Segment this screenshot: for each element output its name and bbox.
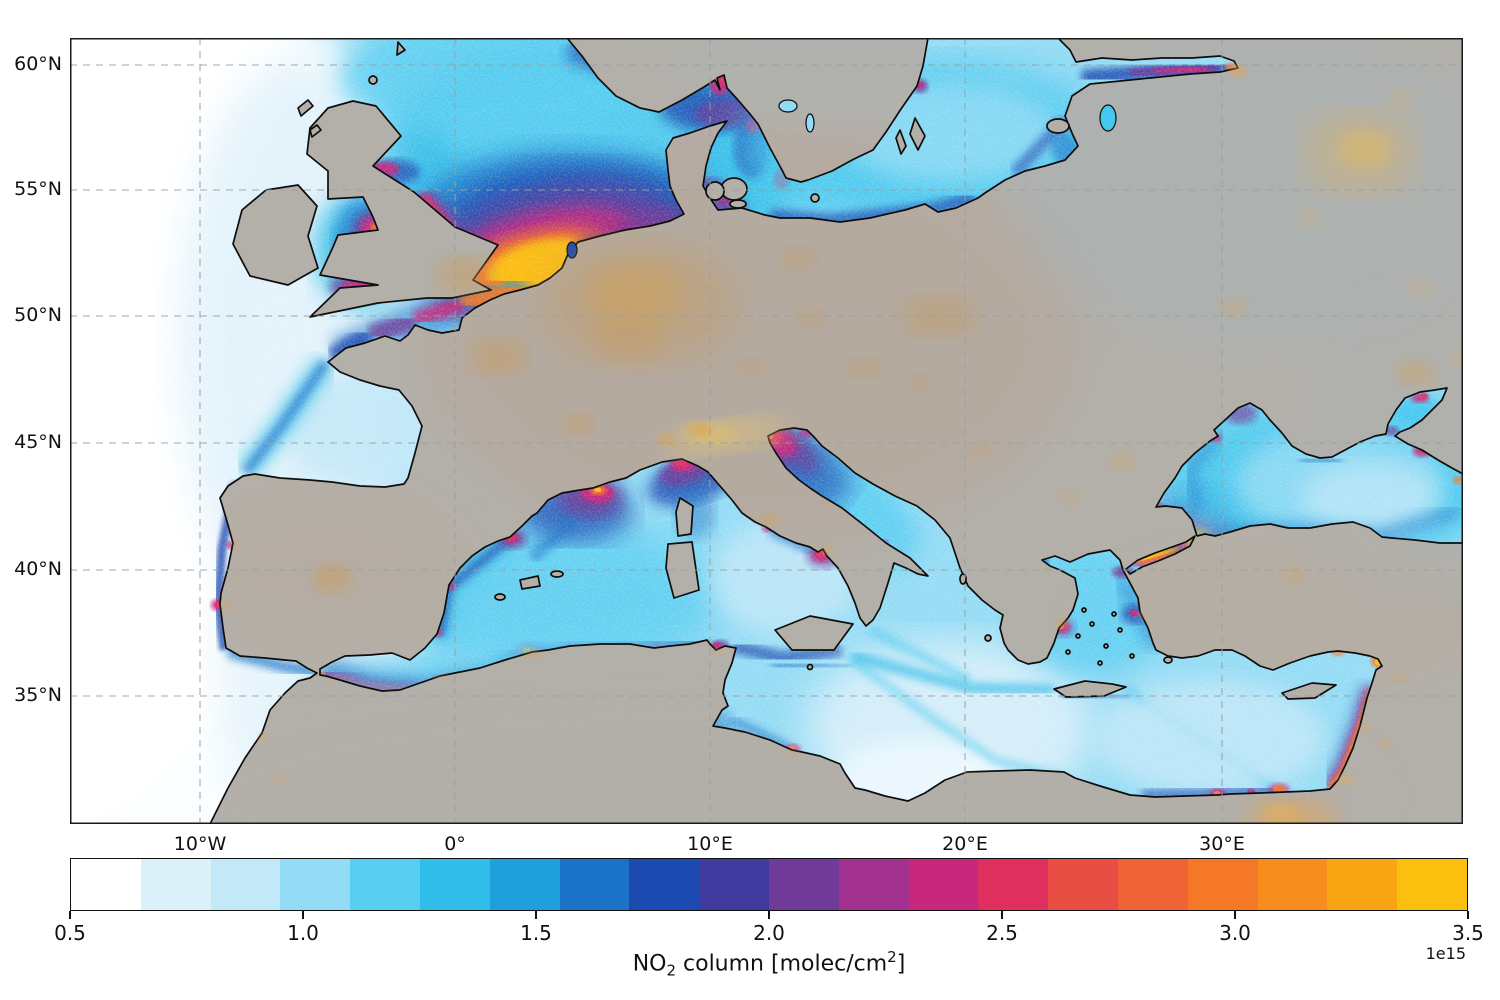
colorbar-tick-mark <box>1234 911 1236 919</box>
land-no2-haze <box>221 65 1472 836</box>
lon-tick-label: 10°W <box>173 833 227 855</box>
colorbar-segment <box>1187 859 1258 910</box>
colorbar-segment <box>280 859 351 910</box>
lon-tick-label: 20°E <box>942 833 988 855</box>
lat-tick-label: 35°N <box>14 684 62 706</box>
lon-tick-label: 0° <box>444 833 466 855</box>
colorbar-tick-label: 0.5 <box>54 921 86 945</box>
lon-tick-label: 30°E <box>1199 833 1245 855</box>
colorbar-tick-label: 1.0 <box>287 921 319 945</box>
colorbar-segment <box>1327 859 1398 910</box>
colorbar-tick-mark <box>69 911 71 919</box>
colorbar-segment <box>71 859 141 910</box>
colorbar-tick-label: 2.0 <box>753 921 785 945</box>
aegean-islets <box>1065 607 1135 666</box>
lat-tick-label: 45°N <box>14 431 62 453</box>
europe-no2-map <box>70 11 1500 918</box>
colorbar-tick-mark <box>1001 911 1003 919</box>
colorbar-tick-mark <box>768 911 770 919</box>
island-mallorca <box>519 575 541 590</box>
lon-tick-label: 10°E <box>687 833 733 855</box>
colorbar-tick-mark <box>302 911 304 919</box>
colorbar-segment <box>419 859 490 910</box>
colorbar <box>70 858 1468 911</box>
graticule-gridlines <box>70 38 1463 824</box>
island-cyprus <box>1281 682 1337 700</box>
colorbar-segment <box>350 859 420 910</box>
colorbar-segment <box>629 859 700 910</box>
map-plot-area <box>70 11 1500 918</box>
colorbar-segment <box>699 859 769 910</box>
colorbar-segment <box>768 859 839 910</box>
lat-tick-label: 60°N <box>14 53 62 75</box>
colorbar-segment <box>1117 859 1188 910</box>
colorbar-tick-mark <box>535 911 537 919</box>
colorbar-segment <box>559 859 630 910</box>
colorbar-segment <box>1048 859 1118 910</box>
island-crete <box>1053 680 1127 698</box>
colorbar-tick-label: 3.0 <box>1219 921 1251 945</box>
island-gotland <box>909 117 926 151</box>
colorbar-segment <box>908 859 979 910</box>
colorbar-tick-label: 3.5 <box>1452 921 1484 945</box>
colorbar-segment <box>1257 859 1328 910</box>
lat-tick-label: 55°N <box>14 178 62 200</box>
island-ireland <box>232 184 319 286</box>
colorbar-segment <box>1397 859 1467 910</box>
colorbar-segment <box>978 859 1049 910</box>
colorbar-segment <box>838 859 909 910</box>
lakes <box>566 99 1117 259</box>
colorbar-segment <box>140 859 211 910</box>
lat-tick-label: 40°N <box>14 558 62 580</box>
colorbar-tick-mark <box>1467 911 1469 919</box>
lat-tick-label: 50°N <box>14 304 62 326</box>
island-corsica <box>675 497 694 537</box>
colorbar-label: NO2 column [molec/cm2] <box>632 948 906 980</box>
island-sicily <box>774 615 854 651</box>
colorbar-segment <box>210 859 281 910</box>
colorbar-tick-label: 1.5 <box>520 921 552 945</box>
map-frame <box>70 38 1463 824</box>
colorbar-exponent-label: 1e15 <box>1425 944 1466 963</box>
colorbar-tick-label: 2.5 <box>986 921 1018 945</box>
colorbar-segment <box>489 859 560 910</box>
